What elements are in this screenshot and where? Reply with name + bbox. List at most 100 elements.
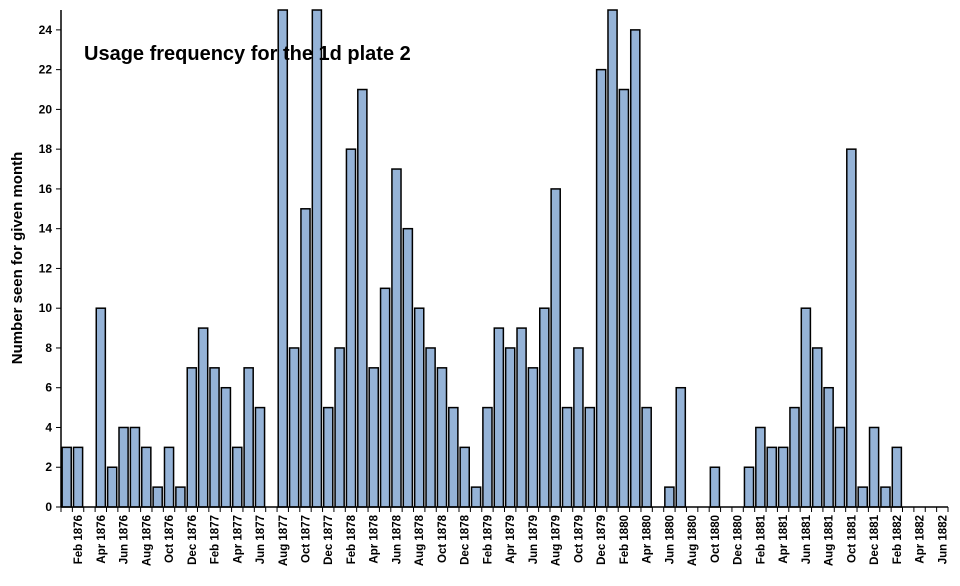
bar-nov-1876 xyxy=(175,486,186,508)
chart-title: Usage frequency for the 1d plate 2 xyxy=(84,43,411,65)
x-tick-label: Dec 1876 xyxy=(187,515,199,565)
y-tick-label: 4 xyxy=(45,420,52,434)
x-tick-label: Feb 1876 xyxy=(73,515,85,564)
bar-mar-1880 xyxy=(629,29,641,508)
bar-nov-1878 xyxy=(448,406,459,508)
bar-jun-1877 xyxy=(254,406,266,508)
x-tick-label: Aug 1877 xyxy=(278,515,290,566)
y-tick-label: 8 xyxy=(45,341,52,355)
bar-sep-1876 xyxy=(152,486,163,508)
bar-sep-1877 xyxy=(288,347,300,508)
bar-oct-1879 xyxy=(573,347,584,508)
bar-apr-1877 xyxy=(231,446,243,508)
bar-jan-1879 xyxy=(470,486,482,508)
y-tick-label: 6 xyxy=(45,381,52,395)
bar-nov-1877 xyxy=(311,9,323,508)
bar-aug-1881 xyxy=(823,386,834,508)
bar-may-1881 xyxy=(789,406,800,508)
x-tick-label: Feb 1882 xyxy=(892,515,904,564)
y-tick-label: 20 xyxy=(39,102,53,116)
bar-dec-1876 xyxy=(186,367,198,508)
bar-jun-1879 xyxy=(527,367,539,508)
x-tick-label: Dec 1880 xyxy=(733,515,745,565)
x-tick-label: Apr 1877 xyxy=(232,515,244,564)
bar-jul-1878 xyxy=(402,227,414,508)
bar-apr-1876 xyxy=(95,307,107,508)
bar-aug-1878 xyxy=(413,307,425,508)
x-tick-label: Aug 1880 xyxy=(687,515,699,566)
bar-mar-1877 xyxy=(220,386,232,508)
bar-nov-1879 xyxy=(584,406,596,508)
y-tick-label: 24 xyxy=(39,23,53,37)
y-tick-label: 22 xyxy=(39,63,53,77)
bar-jun-1878 xyxy=(391,168,402,508)
bar-feb-1881 xyxy=(755,426,766,508)
x-tick-label: Jun 1881 xyxy=(801,514,813,564)
bar-may-1877 xyxy=(243,367,254,508)
x-tick-label: Apr 1881 xyxy=(778,514,790,563)
y-tick-label: 16 xyxy=(39,182,53,196)
x-tick-label: Aug 1881 xyxy=(824,514,836,566)
y-tick-label: 18 xyxy=(39,142,53,156)
x-tick-label: Feb 1879 xyxy=(482,515,494,564)
bar-aug-1877 xyxy=(277,9,289,508)
bar-jul-1880 xyxy=(675,386,687,508)
bar-aug-1879 xyxy=(550,188,561,508)
bar-may-1878 xyxy=(379,287,391,508)
x-tick-label: Apr 1882 xyxy=(915,515,927,564)
y-axis-label: Number seen for given month xyxy=(9,152,26,365)
bar-dec-1879 xyxy=(595,68,607,508)
bar-mar-1878 xyxy=(357,88,368,508)
y-tick-label: 12 xyxy=(39,261,53,275)
x-tick-label: Apr 1879 xyxy=(505,515,517,564)
bar-mar-1879 xyxy=(493,327,505,508)
bars xyxy=(61,9,903,508)
y-tick-label: 14 xyxy=(39,222,53,236)
bar-jan-1882 xyxy=(880,486,891,508)
bar-may-1876 xyxy=(106,466,118,508)
x-tick-label: Feb 1878 xyxy=(346,514,358,564)
bar-jan-1881 xyxy=(743,466,755,508)
x-tick-label: Oct 1879 xyxy=(573,515,585,563)
bar-feb-1876 xyxy=(72,446,84,508)
bar-oct-1878 xyxy=(436,367,448,508)
bar-feb-1882 xyxy=(891,446,903,508)
bar-jan-1876 xyxy=(61,446,72,508)
bar-jun-1876 xyxy=(118,426,129,508)
x-tick-label: Dec 1878 xyxy=(460,514,472,564)
y-tick-label: 10 xyxy=(39,301,53,315)
bar-apr-1879 xyxy=(504,347,516,508)
x-tick-label: Oct 1877 xyxy=(300,515,312,563)
bar-sep-1881 xyxy=(834,426,846,508)
x-tick-label: Dec 1879 xyxy=(596,515,608,565)
bar-sep-1878 xyxy=(425,347,436,508)
x-tick-label: Feb 1880 xyxy=(619,515,631,564)
bar-oct-1881 xyxy=(846,148,857,508)
x-tick-label: Jun 1876 xyxy=(119,515,131,564)
x-tick-label: Oct 1880 xyxy=(710,515,722,563)
x-tick-label: Apr 1880 xyxy=(642,515,654,564)
bar-feb-1878 xyxy=(345,148,357,508)
x-tick-label: Oct 1881 xyxy=(846,514,858,563)
x-tick-label: Jun 1878 xyxy=(391,514,403,564)
x-tick-label: Jun 1882 xyxy=(937,515,949,564)
x-tick-label: Jun 1879 xyxy=(528,515,540,564)
bar-apr-1880 xyxy=(641,406,652,508)
x-tick-label: Feb 1877 xyxy=(210,515,222,564)
x-tick-label: Apr 1878 xyxy=(369,514,381,563)
bar-nov-1881 xyxy=(857,486,869,508)
x-tick-label: Oct 1876 xyxy=(164,515,176,563)
bar-jun-1881 xyxy=(800,307,812,508)
bar-oct-1876 xyxy=(163,446,175,508)
bar-jul-1879 xyxy=(539,307,550,508)
bar-mar-1881 xyxy=(766,446,778,508)
bar-jul-1881 xyxy=(811,347,823,508)
bar-may-1879 xyxy=(516,327,527,508)
y-tick-label: 0 xyxy=(45,500,52,514)
bar-apr-1878 xyxy=(368,367,380,508)
bar-dec-1877 xyxy=(322,406,334,508)
bar-apr-1881 xyxy=(777,446,789,508)
bar-jan-1878 xyxy=(334,347,345,508)
x-tick-label: Dec 1881 xyxy=(869,514,881,564)
